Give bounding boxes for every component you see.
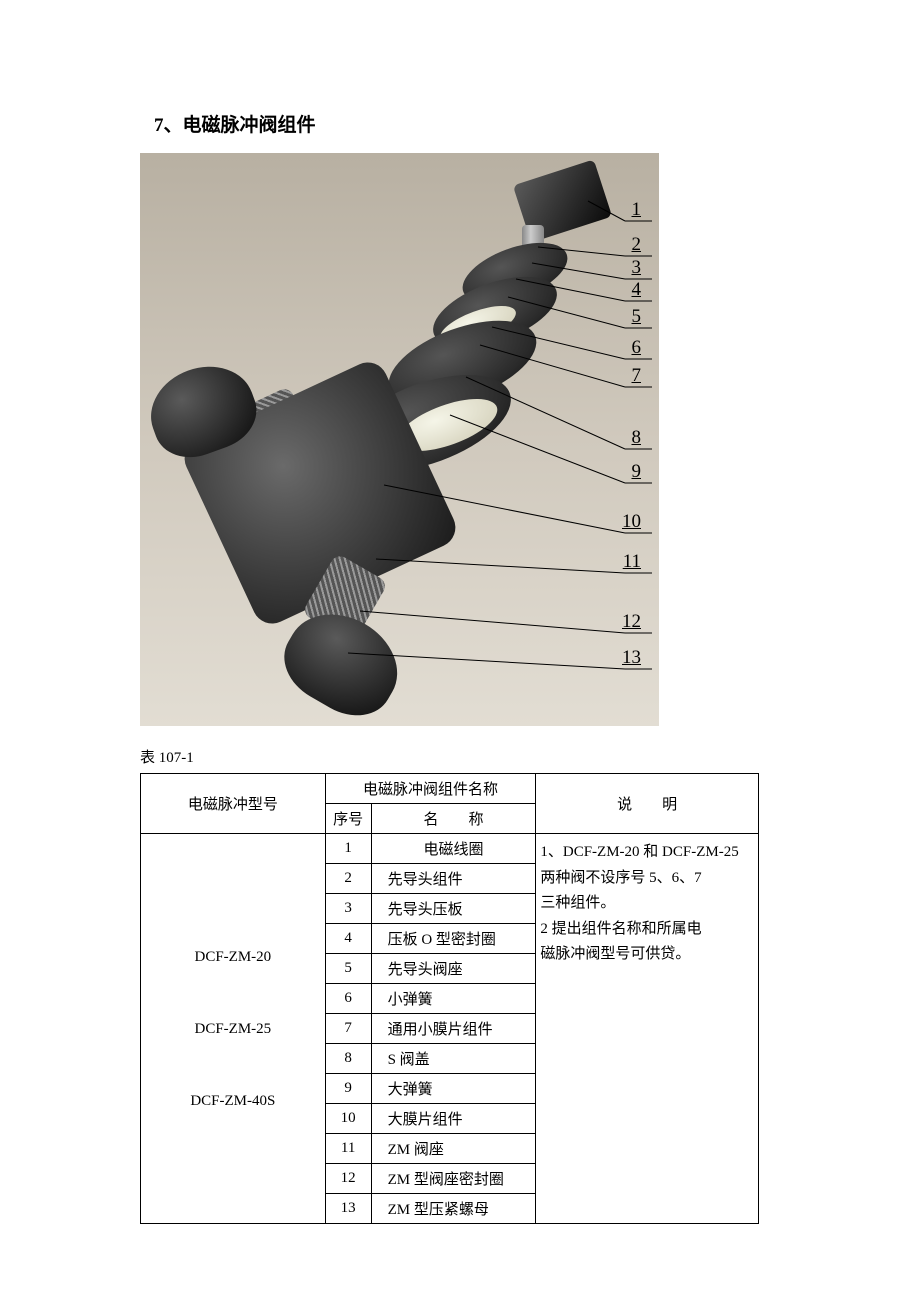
diagram-label-9: 9 [611, 461, 641, 483]
part-name: 大膜片组件 [371, 1104, 536, 1134]
part-num: 9 [325, 1074, 371, 1104]
diagram-label-4: 4 [611, 279, 641, 301]
parts-table: 电磁脉冲型号 电磁脉冲阀组件名称 说 明 序号 名 称 DCF-ZM-20DCF… [140, 773, 759, 1224]
diagram-label-8: 8 [611, 427, 641, 449]
description-cell: 1、DCF-ZM-20 和 DCF-ZM-25两种阀不设序号 5、6、7三种组件… [536, 834, 759, 1224]
diagram-label-7: 7 [611, 365, 641, 387]
diagram-label-13: 13 [611, 647, 641, 669]
part-name: ZM 型阀座密封圈 [371, 1164, 536, 1194]
diagram-label-10: 10 [611, 511, 641, 533]
part-num: 5 [325, 954, 371, 984]
part-num: 2 [325, 864, 371, 894]
section-number: 7 [154, 115, 164, 136]
header-model: 电磁脉冲型号 [141, 774, 326, 834]
part-name: 小弹簧 [371, 984, 536, 1014]
header-desc: 说 明 [536, 774, 759, 834]
part-num: 1 [325, 834, 371, 864]
part-name: 压板 O 型密封圈 [371, 924, 536, 954]
diagram-label-6: 6 [611, 337, 641, 359]
part-name: 先导头压板 [371, 894, 536, 924]
part-name: 先导头阀座 [371, 954, 536, 984]
part-num: 11 [325, 1134, 371, 1164]
part-name: S 阀盖 [371, 1044, 536, 1074]
part-name: 先导头组件 [371, 864, 536, 894]
header-parts-group: 电磁脉冲阀组件名称 [325, 774, 536, 804]
desc-line: 两种阀不设序号 5、6、7 [540, 866, 754, 892]
diagram-label-5: 5 [611, 306, 641, 328]
table-caption: 表 107-1 [140, 746, 780, 767]
diagram-label-3: 3 [611, 257, 641, 279]
diagram-label-1: 1 [611, 199, 641, 221]
model-item: DCF-ZM-20 [147, 939, 319, 975]
desc-line: 2 提出组件名称和所属电 [540, 917, 754, 943]
part-name: 通用小膜片组件 [371, 1014, 536, 1044]
header-name: 名 称 [371, 804, 536, 834]
desc-line: 三种组件。 [540, 891, 754, 917]
part-num: 7 [325, 1014, 371, 1044]
part-num: 6 [325, 984, 371, 1014]
exploded-view-diagram: 12345678910111213 [140, 153, 659, 726]
part-name: ZM 阀座 [371, 1134, 536, 1164]
part-num: 12 [325, 1164, 371, 1194]
desc-line: 1、DCF-ZM-20 和 DCF-ZM-25 [540, 840, 754, 866]
part-num: 4 [325, 924, 371, 954]
section-title: 7、电磁脉冲阀组件 [154, 110, 780, 137]
section-title-text: 电磁脉冲阀组件 [183, 115, 316, 136]
table-row: DCF-ZM-20DCF-ZM-25DCF-ZM-40S1电磁线圈1、DCF-Z… [141, 834, 759, 864]
part-name: ZM 型压紧螺母 [371, 1194, 536, 1224]
part-num: 3 [325, 894, 371, 924]
diagram-label-2: 2 [611, 234, 641, 256]
model-item: DCF-ZM-25 [147, 1011, 319, 1047]
desc-line: 磁脉冲阀型号可供贷。 [540, 942, 754, 968]
header-num: 序号 [325, 804, 371, 834]
part-num: 8 [325, 1044, 371, 1074]
diagram-label-12: 12 [611, 611, 641, 633]
diagram-label-11: 11 [611, 551, 641, 573]
model-item: DCF-ZM-40S [147, 1083, 319, 1119]
part-name: 电磁线圈 [371, 834, 536, 864]
part-num: 10 [325, 1104, 371, 1134]
model-cell: DCF-ZM-20 DCF-ZM-25 DCF-ZM-40S [141, 834, 326, 1224]
part-name: 大弹簧 [371, 1074, 536, 1104]
part-num: 13 [325, 1194, 371, 1224]
